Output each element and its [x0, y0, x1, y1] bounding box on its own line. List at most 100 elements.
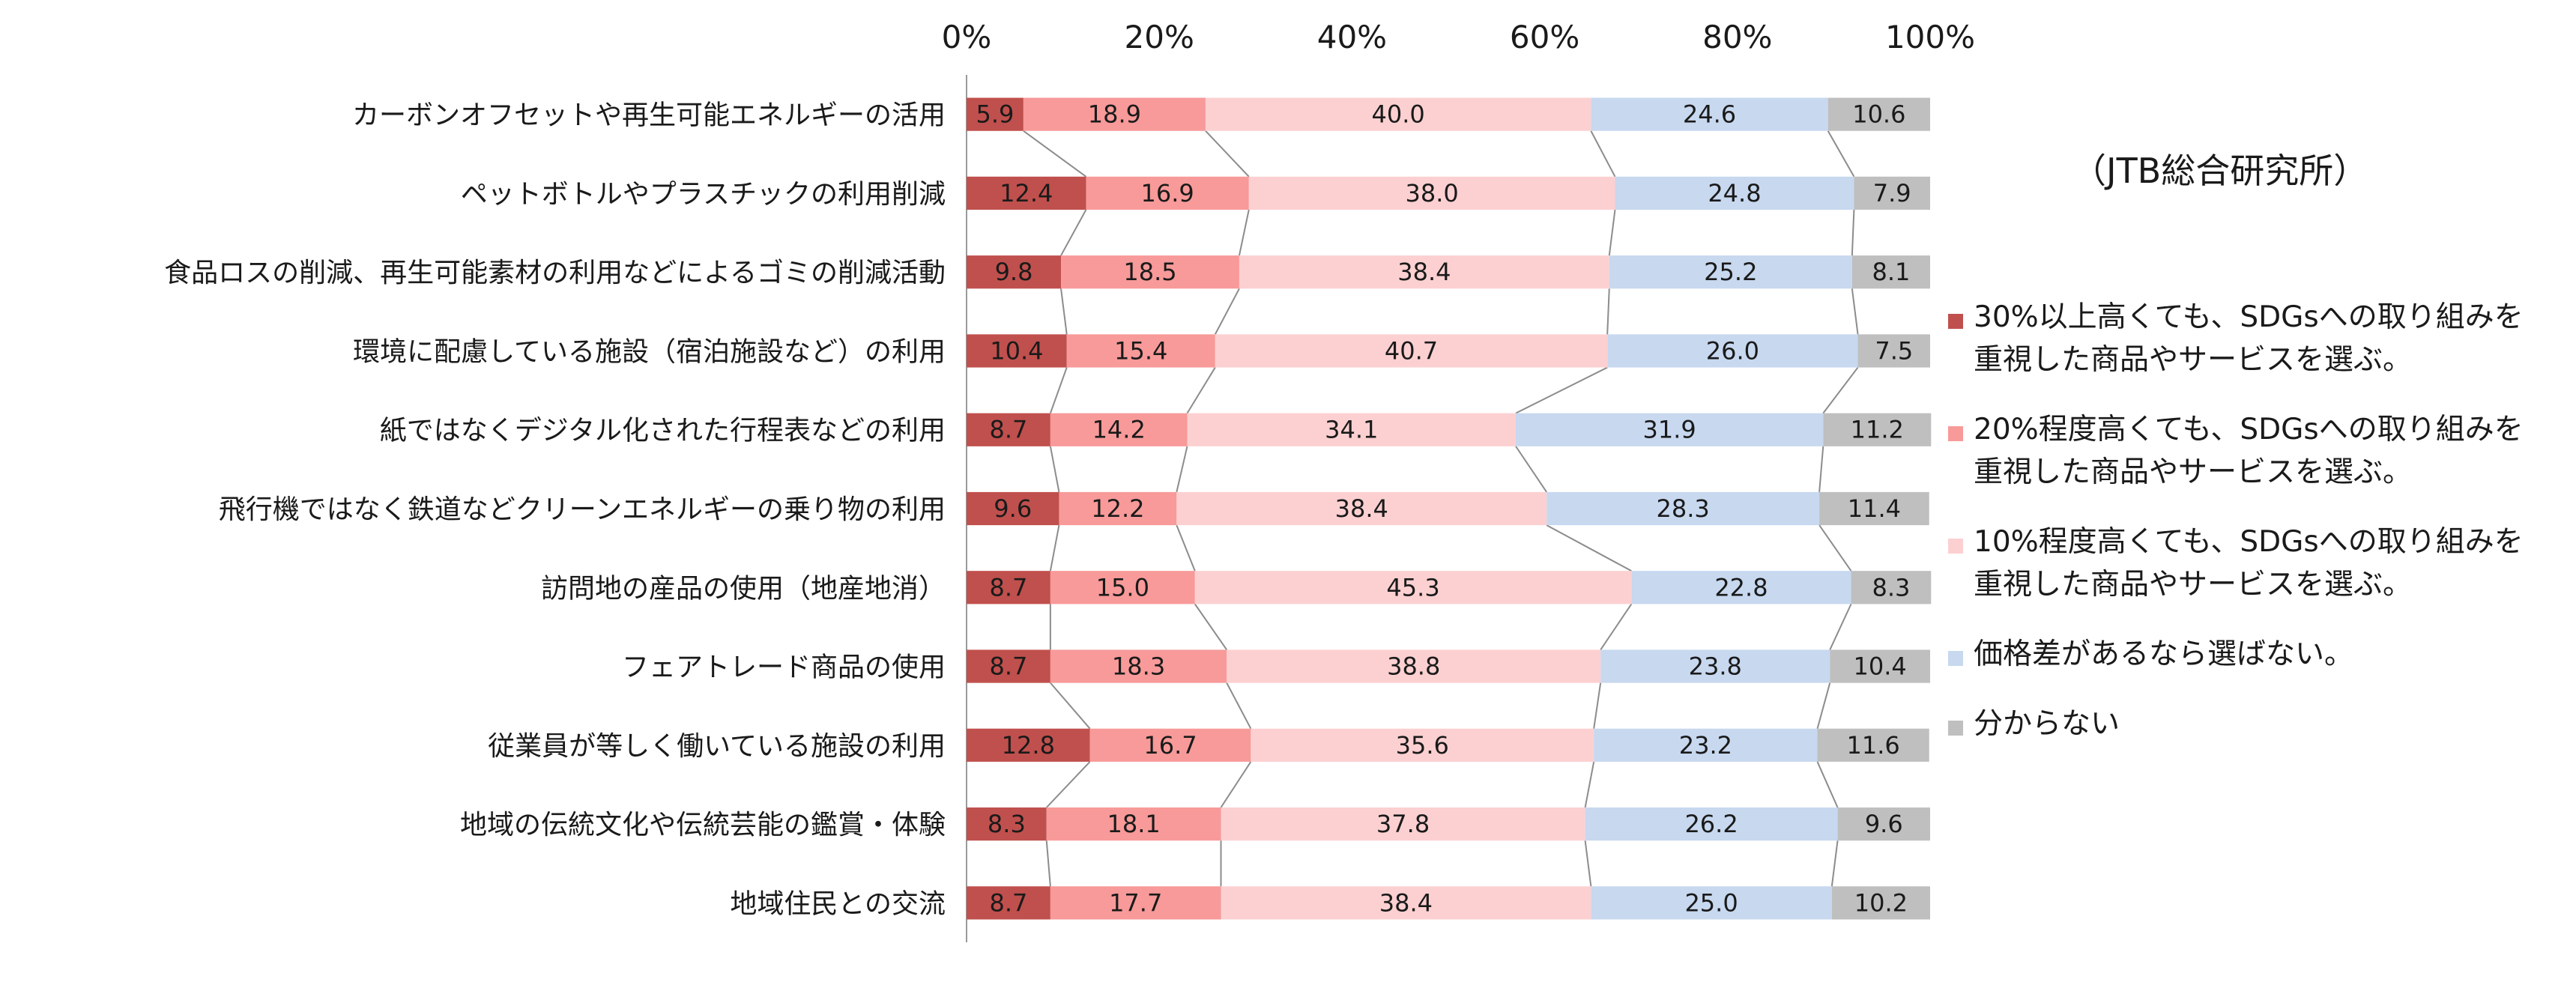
series-connector-line: [1220, 761, 1252, 808]
legend-label: 重視した商品やサービスを選ぶ。: [1974, 455, 2413, 489]
data-label: 9.6: [994, 494, 1032, 523]
series-connector-line: [1590, 130, 1616, 178]
data-label: 10.6: [1852, 100, 1905, 129]
series-connector-line: [1060, 209, 1087, 256]
bar-segment: [1594, 728, 1818, 762]
bar-segment: [1187, 413, 1517, 446]
series-connector-line: [1238, 209, 1250, 256]
bar-segment: [1585, 807, 1838, 841]
series-connector-line: [1584, 761, 1595, 808]
data-label: 38.4: [1397, 258, 1451, 286]
data-label: 8.7: [989, 652, 1027, 681]
bar-segment: [1837, 807, 1930, 841]
bar-segment: [1819, 491, 1929, 526]
series-connector-line: [1818, 446, 1824, 492]
data-label: 45.3: [1386, 573, 1439, 601]
series-connector-line: [1049, 446, 1060, 493]
data-label: 23.2: [1679, 731, 1732, 760]
bar-segment: [1059, 491, 1177, 526]
series-connector-line: [1829, 603, 1852, 650]
series-connector-line: [1593, 682, 1602, 729]
bar-segment: [1854, 176, 1930, 210]
data-label: 12.4: [1000, 179, 1053, 207]
legend-swatch: [1948, 651, 1963, 666]
data-label: 28.3: [1657, 494, 1710, 523]
legend-label: 30%以上高くても、SDGsへの取り組みを: [1974, 300, 2524, 334]
data-label: 10.4: [990, 336, 1043, 365]
bar-segment: [1046, 807, 1221, 841]
bar-segment: [1609, 255, 1852, 289]
data-label: 18.1: [1107, 810, 1160, 838]
series-connector-line: [1226, 682, 1252, 730]
data-label: 31.9: [1643, 416, 1696, 444]
bar-segment: [967, 334, 1067, 368]
bar-segment: [1607, 334, 1858, 368]
bar-segment: [1631, 571, 1851, 604]
data-label: 18.9: [1088, 100, 1141, 129]
series-connector-line: [1606, 288, 1610, 335]
bar-segment: [1194, 571, 1632, 604]
bar-segment: [1827, 97, 1930, 131]
category-label: 訪問地の産品の使用（地産地消）: [541, 573, 946, 604]
series-connector-line: [1600, 603, 1633, 650]
bar-segment: [1239, 255, 1609, 289]
data-label: 9.6: [1865, 810, 1903, 838]
bar-segment: [1248, 176, 1615, 210]
category-label: 紙ではなくデジタル化された行程表などの利用: [380, 416, 946, 446]
legend-item: 20%程度高くても、SDGsへの取り組みを 重視した商品やサービスを選ぶ。: [1948, 408, 2548, 494]
bar-segment: [967, 491, 1059, 526]
bar-segment: [1857, 334, 1930, 368]
data-label: 16.7: [1143, 731, 1197, 760]
bar-segment: [1066, 334, 1215, 368]
series-connector-line: [1186, 367, 1216, 414]
bar-segment: [1823, 413, 1932, 446]
category-label: 環境に配慮している施設（宿泊施設など）の利用: [353, 336, 946, 367]
series-connector-line: [1816, 682, 1831, 729]
data-label: 8.1: [1872, 258, 1910, 286]
series-connector-line: [1050, 682, 1091, 730]
bar-segment: [967, 176, 1086, 210]
bar-segment: [1215, 334, 1608, 368]
data-label: 17.7: [1109, 888, 1162, 917]
category-label: 食品ロスの削減、再生可能素材の利用などによるゴミの削減活動: [164, 258, 946, 288]
data-label: 18.5: [1123, 258, 1176, 286]
series-connector-line: [1214, 288, 1240, 335]
bar-segment: [967, 97, 1024, 131]
data-label: 37.8: [1376, 810, 1430, 838]
bar-segment: [1851, 255, 1930, 289]
bar-segment: [967, 649, 1050, 683]
x-tick-label: 0%: [942, 19, 992, 55]
bar-segment: [1086, 176, 1249, 210]
data-label: 10.2: [1854, 888, 1908, 917]
category-label: カーボンオフセットや再生可能エネルギーの活用: [352, 100, 946, 131]
category-label: 地域住民との交流: [730, 888, 946, 919]
legend-label: 10%程度高くても、SDGsへの取り組みを: [1974, 525, 2524, 559]
data-label: 40.7: [1385, 336, 1438, 365]
data-label: 7.9: [1873, 179, 1911, 207]
data-label: 5.9: [976, 100, 1014, 129]
data-label: 24.6: [1683, 100, 1736, 129]
category-label: ペットボトルやプラスチックの利用削減: [461, 179, 946, 210]
data-label: 34.1: [1325, 416, 1378, 444]
bar-segment: [1089, 728, 1251, 762]
bar-segment: [1591, 886, 1832, 920]
bar-segment: [1221, 886, 1591, 920]
series-connector-line: [1060, 288, 1068, 335]
data-label: 38.4: [1379, 888, 1433, 917]
bar-segment: [1831, 886, 1930, 920]
legend-label: 重視した商品やサービスを選ぶ。: [1974, 568, 2413, 601]
series-connector-line: [1827, 130, 1855, 178]
bar-segment: [1050, 571, 1195, 604]
legend-label: 20%程度高くても、SDGsへの取り組みを: [1974, 413, 2524, 446]
series-connector-line: [1194, 603, 1228, 651]
data-label: 8.7: [989, 888, 1027, 917]
legend-item: 30%以上高くても、SDGsへの取り組みを 重視した商品やサービスを選ぶ。: [1948, 296, 2548, 381]
bar-segment: [1830, 649, 1930, 683]
bar-segment: [967, 413, 1050, 446]
series-connector-line: [1049, 524, 1060, 572]
bar-segment: [1516, 413, 1824, 446]
bar-segment: [967, 255, 1062, 289]
legend: 30%以上高くても、SDGsへの取り組みを 重視した商品やサービスを選ぶ。 20%程…: [1948, 296, 2548, 772]
data-label: 25.2: [1704, 258, 1757, 286]
legend-swatch: [1948, 539, 1963, 554]
